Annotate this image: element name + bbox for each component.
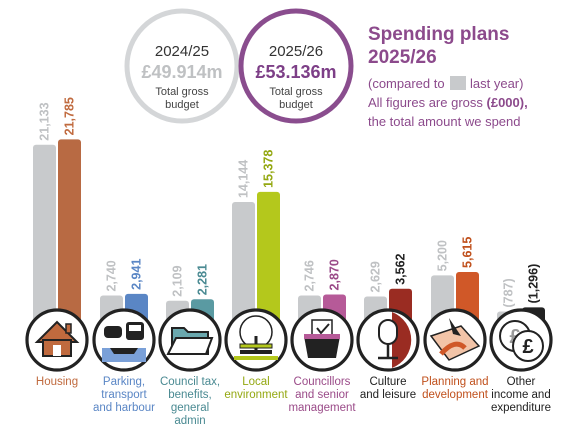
category-label-6-1: development [422,389,489,401]
folder-icon [158,308,222,372]
budget-2024-amount: £49.914m [141,62,222,82]
category-label-4-0: Councillors [294,376,351,388]
value-label-prev-1: 2,740 [105,260,119,291]
note-suffix: last year) [470,76,523,91]
map-pin-icon [423,308,487,372]
category-label-3-1: environment [224,389,288,401]
note-line2: All figures are gross (£000), [368,95,528,110]
category-label-1-0: Parking, [103,376,145,388]
category-label-4-1: and senior [295,389,349,401]
chart-title-line2: 2025/26 [368,47,437,68]
value-label-cur-7: (1,296) [527,264,541,304]
house-icon [25,308,89,372]
bar-cur-0 [58,139,81,324]
chart-title-line1: Spending plans [368,24,509,45]
value-label-cur-1: 2,941 [130,259,144,290]
budget-2024-label2: budget [165,99,199,111]
note-prefix: (compared to [368,76,445,91]
ballot-box-icon [290,308,354,372]
value-label-cur-3: 15,378 [262,150,276,188]
category-label-2-1: benefits, [168,389,211,401]
budget-2024-year: 2024/25 [155,43,209,60]
note-line2-b: (£000), [487,95,528,110]
value-label-cur-0: 21,785 [63,97,77,135]
category-label-3-0: Local [242,376,270,388]
value-label-cur-6: 5,615 [461,237,475,268]
category-label-5-1: and leisure [360,389,416,401]
value-label-prev-4: 2,746 [303,260,317,291]
value-label-prev-0: 21,133 [38,102,52,140]
category-label-1-1: transport [101,389,147,401]
value-label-prev-7: (787) [502,278,516,307]
budget-2025-label2: budget [279,99,313,111]
category-label-1-2: and harbour [93,402,155,414]
svg-text:£: £ [522,336,533,358]
category-label-5-0: Culture [369,376,406,388]
category-label-7-2: expenditure [491,402,551,414]
value-label-cur-5: 3,562 [394,253,408,284]
legend-swatch [450,76,466,90]
value-label-prev-3: 14,144 [237,160,251,198]
bar-prev-3 [232,202,255,324]
note-line3: the total amount we spend [368,114,521,129]
category-label-2-2: general [171,402,209,414]
value-label-prev-2: 2,109 [171,265,185,296]
category-label-7-0: Other [507,376,536,388]
bar-cur-3 [257,191,280,324]
microphone-icon [356,308,420,372]
value-label-cur-2: 2,281 [196,264,210,295]
budget-2025-circle: 2025/26 £53.136m Total gross budget [238,8,354,124]
pound-coins-icon: ££ [489,308,553,372]
category-label-4-2: management [288,402,356,414]
value-label-prev-6: 5,200 [436,240,450,271]
category-label-0-0: Housing [36,376,78,388]
category-label-2-3: admin [174,415,205,427]
budget-2025-amount: £53.136m [255,62,336,82]
category-label-2-0: Council tax, [160,376,220,388]
budget-2025-year: 2025/26 [269,43,323,60]
tree-bench-icon [224,308,288,372]
car-bus-boat-icon [92,308,156,372]
budget-2024-label1: Total gross [155,86,209,98]
bar-prev-0 [33,144,56,324]
budget-2025-label1: Total gross [269,86,323,98]
value-label-prev-5: 2,629 [369,261,383,292]
value-label-cur-4: 2,870 [328,259,342,290]
category-label-6-0: Planning and [421,376,488,388]
budget-2024-circle: 2024/25 £49.914m Total gross budget [124,8,240,124]
category-label-7-1: income and [491,389,550,401]
note-line2-a: All figures are gross [368,95,483,110]
